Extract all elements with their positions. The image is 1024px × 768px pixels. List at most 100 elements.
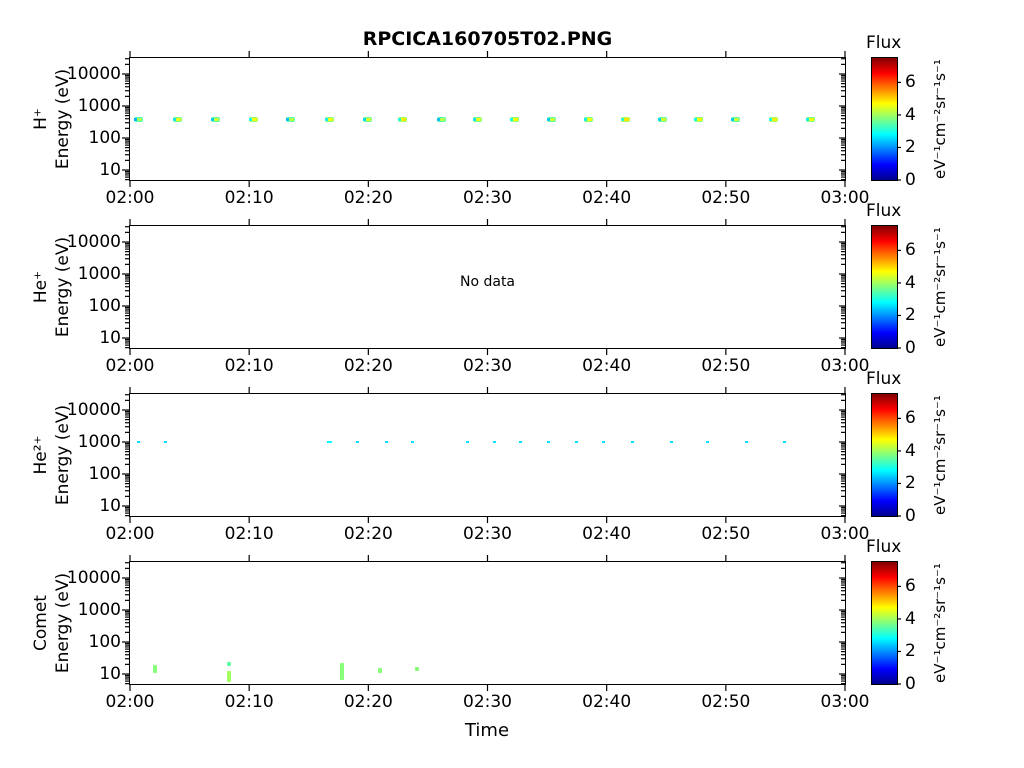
flux-mark bbox=[378, 668, 383, 673]
flux-mark bbox=[769, 116, 778, 122]
y-tick-label: 10 bbox=[99, 664, 121, 684]
flux-mark bbox=[137, 441, 141, 443]
flux-mark bbox=[730, 116, 740, 122]
flux-mark bbox=[601, 441, 605, 443]
flux-mark bbox=[326, 441, 332, 443]
colorbar-tick-label: 4 bbox=[905, 440, 916, 461]
colorbar-units-text: eV⁻¹cm⁻²sr⁻¹s⁻¹ bbox=[931, 59, 949, 179]
y-tick-label: 100 bbox=[88, 296, 121, 316]
x-tick-label: 02:40 bbox=[582, 692, 632, 712]
flux-mark bbox=[164, 441, 168, 443]
y-tick-label: 100 bbox=[88, 632, 121, 652]
x-tick-label: 02:10 bbox=[224, 524, 274, 544]
flux-mark bbox=[493, 441, 497, 443]
flux-mark bbox=[134, 116, 144, 122]
colorbar-units-text: eV⁻¹cm⁻²sr⁻¹s⁻¹ bbox=[931, 227, 949, 347]
colorbar-title: Flux bbox=[866, 201, 902, 221]
flux-mark bbox=[324, 116, 334, 122]
x-tick-label: 02:10 bbox=[224, 692, 274, 712]
colorbar-tick-label: 4 bbox=[905, 104, 916, 125]
flux-mark bbox=[211, 116, 221, 122]
x-tick-label: 02:20 bbox=[343, 692, 393, 712]
colorbar-tick-label: 6 bbox=[905, 408, 916, 429]
panel-he2-plus bbox=[129, 393, 846, 517]
flux-mark bbox=[153, 665, 158, 673]
y-tick-label: 1000 bbox=[77, 96, 121, 116]
x-tick-label: 02:30 bbox=[463, 692, 512, 712]
colorbar-title: Flux bbox=[866, 537, 902, 557]
colorbar-tick-label: 0 bbox=[905, 674, 916, 694]
y-tick-label: 10000 bbox=[66, 568, 121, 588]
y-tick-label: 10 bbox=[99, 160, 121, 180]
y-tick-label: 1000 bbox=[77, 600, 121, 620]
flux-mark bbox=[398, 116, 408, 122]
species-label: Comet bbox=[31, 595, 51, 651]
x-tick-label: 02:00 bbox=[105, 524, 155, 544]
colorbar-tick-label: 4 bbox=[905, 608, 916, 629]
panel-h-plus bbox=[129, 57, 846, 181]
flux-mark bbox=[744, 441, 748, 443]
colorbar-tick-label: 6 bbox=[905, 240, 916, 261]
y-tick-label: 10000 bbox=[66, 64, 121, 84]
x-tick-label: 02:10 bbox=[224, 356, 274, 376]
x-tick-label: 02:00 bbox=[105, 188, 155, 208]
colorbar-tick-label: 4 bbox=[905, 272, 916, 293]
flux-mark bbox=[693, 116, 703, 122]
flux-mark bbox=[669, 441, 673, 443]
flux-mark bbox=[546, 441, 550, 443]
flux-colorbar bbox=[871, 393, 898, 517]
flux-colorbar bbox=[871, 561, 898, 685]
flux-mark bbox=[805, 116, 815, 122]
panel-he-plus bbox=[129, 225, 846, 349]
x-tick-label: 02:00 bbox=[105, 692, 155, 712]
flux-mark bbox=[631, 441, 635, 443]
flux-mark bbox=[415, 667, 420, 672]
x-tick-label: 02:50 bbox=[701, 692, 751, 712]
flux-mark bbox=[465, 441, 469, 443]
colorbar-tick-label: 2 bbox=[905, 473, 916, 494]
y-tick-label: 1000 bbox=[77, 264, 121, 284]
flux-mark bbox=[473, 116, 483, 122]
flux-mark bbox=[356, 441, 360, 443]
flux-mark bbox=[286, 116, 296, 122]
flux-colorbar bbox=[871, 225, 898, 349]
y-tick-label: 100 bbox=[88, 464, 121, 484]
x-tick-label: 02:20 bbox=[343, 188, 393, 208]
x-tick-label: 02:10 bbox=[224, 188, 274, 208]
x-tick-label: 02:40 bbox=[582, 356, 632, 376]
colorbar-tick-label: 2 bbox=[905, 641, 916, 662]
y-tick-label: 10 bbox=[99, 328, 121, 348]
x-tick-label: 03:00 bbox=[820, 692, 870, 712]
flux-mark bbox=[226, 662, 231, 666]
x-tick-label: 03:00 bbox=[820, 356, 870, 376]
flux-mark bbox=[249, 116, 259, 122]
x-tick-label: 03:00 bbox=[820, 524, 870, 544]
x-tick-label: 02:40 bbox=[582, 188, 632, 208]
colorbar-title: Flux bbox=[866, 33, 902, 53]
x-tick-label: 02:30 bbox=[463, 524, 512, 544]
x-tick-label: 02:00 bbox=[105, 356, 155, 376]
x-tick-label: 02:40 bbox=[582, 524, 632, 544]
y-tick-label: 100 bbox=[88, 128, 121, 148]
flux-mark bbox=[621, 116, 631, 122]
flux-mark bbox=[706, 441, 710, 443]
flux-mark bbox=[340, 663, 345, 680]
flux-mark bbox=[575, 441, 579, 443]
x-tick-label: 02:20 bbox=[343, 356, 393, 376]
figure-title: RPCICA160705T02.PNG bbox=[362, 28, 613, 50]
flux-mark bbox=[362, 116, 372, 122]
flux-mark bbox=[519, 441, 523, 443]
species-label: H⁺ bbox=[31, 108, 51, 130]
x-tick-label: 02:50 bbox=[701, 524, 751, 544]
species-label: He²⁺ bbox=[31, 435, 51, 475]
colorbar-tick-label: 2 bbox=[905, 137, 916, 158]
x-tick-label: 02:30 bbox=[463, 356, 512, 376]
x-tick-label: 03:00 bbox=[820, 188, 870, 208]
flux-mark bbox=[584, 116, 594, 122]
flux-mark bbox=[173, 116, 183, 122]
y-tick-label: 1000 bbox=[77, 432, 121, 452]
no-data-text: No data bbox=[459, 274, 516, 290]
colorbar-tick-label: 0 bbox=[905, 338, 916, 358]
colorbar-units-text: eV⁻¹cm⁻²sr⁻¹s⁻¹ bbox=[931, 395, 949, 515]
